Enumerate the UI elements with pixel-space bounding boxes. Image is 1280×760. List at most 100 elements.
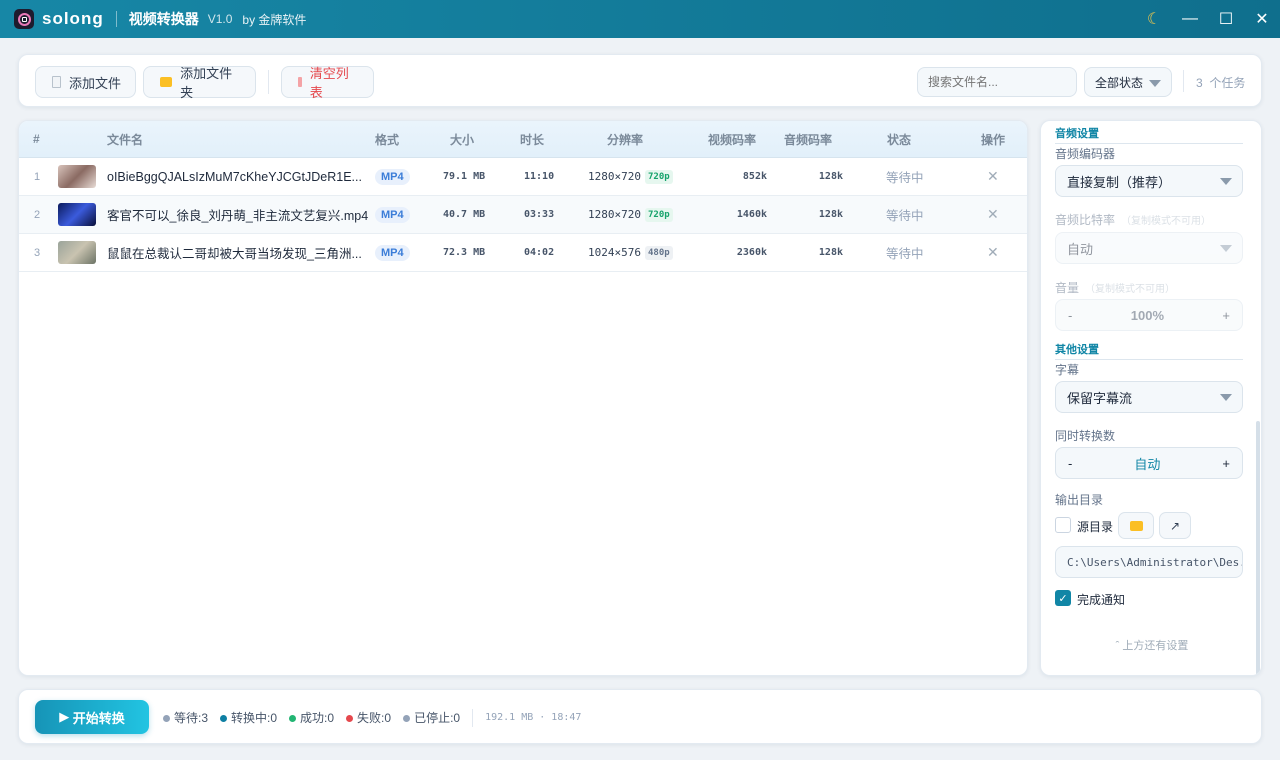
table-row[interactable]: 2 客官不可以_徐良_刘丹萌_非主流文艺复兴.mp4 MP4 40.7 MB 0… bbox=[19, 196, 1027, 234]
failed-dot-icon bbox=[346, 715, 354, 722]
format-badge: MP4 bbox=[375, 206, 410, 223]
resolution: 1280×720 bbox=[588, 208, 641, 221]
audio-bitrate-select[interactable]: 自动 bbox=[1055, 232, 1243, 264]
output-path-field[interactable]: C:\Users\Administrator\Des... bbox=[1055, 546, 1243, 578]
status-text: 等待中 bbox=[886, 171, 924, 185]
duration: 11:10 bbox=[524, 171, 555, 182]
source-dir-checkbox[interactable] bbox=[1055, 517, 1071, 533]
chevron-down-icon bbox=[1220, 245, 1232, 252]
volume-note: （复制模式不可用） bbox=[1085, 284, 1176, 295]
notify-checkbox[interactable]: ✓ bbox=[1055, 590, 1071, 606]
title-divider bbox=[115, 11, 117, 27]
file-table: # 文件名 格式 大小 时长 分辨率 视频码率 音频码率 状态 操作 1 oIB… bbox=[18, 120, 1028, 676]
add-file-button[interactable]: 添加文件 bbox=[35, 66, 136, 98]
audio-bitrate-label: 音频比特率 （复制模式不可用） bbox=[1055, 211, 1211, 228]
stopped-dot-icon bbox=[403, 715, 411, 722]
concurrency-decrease-button[interactable]: - bbox=[1068, 455, 1073, 471]
remove-row-close-icon[interactable]: ✕ bbox=[987, 244, 999, 260]
volume-value: 100% bbox=[1130, 307, 1164, 323]
remove-row-close-icon[interactable]: ✕ bbox=[987, 168, 999, 184]
status-filter-select[interactable]: 全部状态 bbox=[1084, 67, 1172, 97]
app-logo-icon bbox=[14, 9, 34, 29]
row-index: 1 bbox=[34, 170, 41, 183]
stat-waiting-text: 等待:3 bbox=[174, 711, 209, 725]
folder-icon bbox=[160, 77, 173, 87]
audio-bitrate: 128k bbox=[818, 247, 843, 258]
col-format[interactable]: 格式 bbox=[375, 132, 400, 147]
duration: 04:02 bbox=[524, 247, 555, 258]
volume-increase-button[interactable]: + bbox=[1222, 307, 1230, 323]
remove-row-close-icon[interactable]: ✕ bbox=[987, 206, 999, 222]
summary: 192.1 MB · 18:47 bbox=[485, 712, 582, 723]
col-duration[interactable]: 时长 bbox=[520, 132, 545, 147]
waiting-dot-icon bbox=[163, 715, 170, 722]
audio-bitrate: 128k bbox=[818, 209, 843, 220]
file-icon bbox=[52, 76, 61, 88]
start-convert-label: 开始转换 bbox=[72, 710, 125, 726]
volume-decrease-button[interactable]: - bbox=[1068, 307, 1073, 323]
file-size: 40.7 MB bbox=[443, 209, 486, 220]
col-name[interactable]: 文件名 bbox=[107, 132, 144, 147]
more-settings-text: 上方还有设置 bbox=[1122, 640, 1189, 652]
status-bar: ▶ 开始转换 等待:3 转换中:0 成功:0 失败:0 已停止:0 192.1 … bbox=[18, 689, 1262, 744]
video-thumbnail bbox=[58, 241, 96, 264]
concurrency-label: 同时转换数 bbox=[1055, 429, 1116, 443]
table-row[interactable]: 1 oIBieBggQJALsIzMuM7cKheYJCGtJDeR1E... … bbox=[19, 158, 1027, 196]
col-index: # bbox=[33, 132, 40, 146]
output-dir-label: 输出目录 bbox=[1055, 493, 1104, 507]
start-convert-button[interactable]: ▶ 开始转换 bbox=[35, 700, 149, 734]
audio-bitrate-value: 自动 bbox=[1067, 241, 1094, 257]
resolution-tag: 720p bbox=[644, 207, 673, 222]
other-section-title: 其他设置 bbox=[1055, 341, 1243, 360]
audio-codec-value: 直接复制（推荐） bbox=[1067, 174, 1172, 190]
col-action: 操作 bbox=[981, 132, 1006, 147]
more-settings-hint[interactable]: ˆ 上方还有设置 bbox=[1041, 637, 1261, 653]
browse-folder-button[interactable] bbox=[1118, 512, 1154, 539]
audio-codec-select[interactable]: 直接复制（推荐） bbox=[1055, 165, 1243, 197]
file-size: 79.1 MB bbox=[443, 171, 486, 182]
format-badge: MP4 bbox=[375, 168, 410, 185]
row-index: 3 bbox=[34, 246, 41, 259]
stat-success: 成功:0 bbox=[289, 709, 334, 726]
concurrency-stepper[interactable]: - 自动 + bbox=[1055, 447, 1243, 479]
maximize-button[interactable]: ☐ bbox=[1218, 11, 1234, 28]
close-button[interactable]: ✕ bbox=[1255, 11, 1269, 28]
converting-dot-icon bbox=[220, 715, 228, 722]
col-abitrate[interactable]: 音频码率 bbox=[784, 132, 833, 147]
title-bar: solong 视频转换器 V1.0 by 金牌软件 ☾ — ☐ ✕ bbox=[0, 0, 1280, 38]
notify-label: 完成通知 bbox=[1077, 593, 1126, 607]
audio-bitrate-note: （复制模式不可用） bbox=[1121, 216, 1212, 227]
chevron-up-icon: ˆ bbox=[1115, 640, 1123, 652]
theme-toggle-moon-icon[interactable]: ☾ bbox=[1146, 11, 1162, 28]
settings-scrollbar[interactable] bbox=[1256, 421, 1260, 675]
video-bitrate: 1460k bbox=[736, 209, 767, 220]
subtitle-select[interactable]: 保留字幕流 bbox=[1055, 381, 1243, 413]
row-index: 2 bbox=[34, 208, 41, 221]
col-vbitrate[interactable]: 视频码率 bbox=[708, 132, 757, 147]
col-resolution[interactable]: 分辨率 bbox=[607, 132, 644, 147]
status-text: 等待中 bbox=[886, 247, 924, 261]
status-text: 等待中 bbox=[886, 209, 924, 223]
clear-list-button[interactable]: 清空列表 bbox=[281, 66, 374, 100]
resolution: 1024×576 bbox=[588, 246, 641, 259]
concurrency-increase-button[interactable]: + bbox=[1222, 455, 1230, 471]
trash-icon bbox=[298, 77, 302, 87]
volume-stepper[interactable]: - 100% + bbox=[1055, 299, 1243, 331]
stat-failed: 失败:0 bbox=[346, 709, 391, 726]
open-folder-arrow-icon[interactable]: ↗ bbox=[1159, 512, 1191, 539]
table-row[interactable]: 3 鼠鼠在总裁认二哥却被大哥当场发现_三角洲... MP4 72.3 MB 04… bbox=[19, 234, 1027, 272]
stat-waiting: 等待:3 bbox=[163, 709, 208, 726]
search-input[interactable] bbox=[917, 67, 1077, 97]
col-size[interactable]: 大小 bbox=[450, 132, 475, 147]
add-folder-button[interactable]: 添加文件夹 bbox=[143, 66, 256, 100]
minimize-button[interactable]: — bbox=[1182, 10, 1198, 27]
folder-icon bbox=[1129, 520, 1143, 531]
concurrency-value: 自动 bbox=[1134, 456, 1161, 472]
settings-panel: 音频设置 音频编码器 直接复制（推荐） 音频比特率 （复制模式不可用） 自动 音量… bbox=[1040, 120, 1262, 676]
app-name: 视频转换器 bbox=[128, 11, 199, 27]
stat-success-text: 成功:0 bbox=[300, 711, 335, 725]
col-status[interactable]: 状态 bbox=[887, 132, 912, 147]
file-size: 72.3 MB bbox=[443, 247, 486, 258]
app-vendor: by 金牌软件 bbox=[242, 12, 307, 27]
toolbar-divider bbox=[268, 70, 269, 94]
